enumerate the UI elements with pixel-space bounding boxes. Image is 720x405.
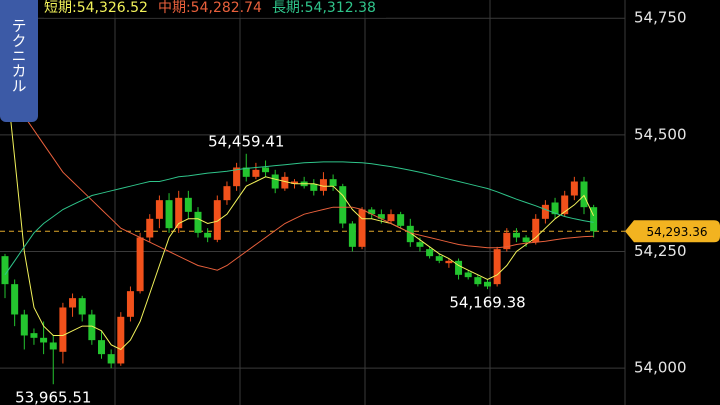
annotation: 53,965.51 [15, 389, 91, 405]
candle-body [233, 167, 241, 187]
side-tab[interactable]: テクニカル [0, 0, 38, 122]
candle-body [464, 272, 472, 278]
candle-body [358, 209, 366, 247]
candle-body [570, 181, 578, 196]
candle-body [165, 200, 173, 229]
vertical-grid [114, 0, 626, 405]
price-tag: 54,293.36 [625, 220, 720, 243]
legend: 短期:54,326.52 中期:54,282.74 長期:54,312.38 [44, 0, 386, 18]
candle-body [242, 167, 250, 177]
candle-body [580, 181, 588, 208]
candle-body [49, 342, 57, 350]
candle-body [107, 354, 115, 364]
candle-body [20, 314, 28, 336]
candle-body [590, 207, 598, 232]
candle-body [445, 260, 453, 264]
price-tag-label: 54,293.36 [646, 225, 707, 239]
candle-body [348, 223, 356, 247]
candle-body [416, 242, 424, 247]
candle-body [281, 176, 289, 189]
y-tick-label: 54,000 [634, 359, 687, 377]
candle-body [406, 225, 414, 243]
candle-body [541, 204, 549, 219]
candle-body [493, 249, 501, 285]
candle-body [397, 214, 405, 226]
candle-body [319, 179, 327, 191]
candle-body [223, 186, 231, 201]
candle-body [561, 195, 569, 215]
candle-body [1, 256, 9, 285]
ma-line [4, 161, 594, 276]
price-tag-shape [625, 220, 720, 243]
candle-body [78, 298, 86, 315]
candle-body [30, 333, 38, 338]
candle-body [512, 232, 520, 238]
candle-body [146, 218, 154, 238]
candle-body [291, 181, 298, 184]
candle-body [474, 277, 482, 285]
y-tick-label: 54,500 [634, 125, 687, 143]
candle-body [339, 186, 347, 224]
candle-body [69, 298, 77, 308]
candle-body [213, 200, 221, 240]
candle-body [271, 174, 279, 189]
candle-body [136, 237, 144, 292]
candle-body [522, 237, 530, 243]
candle-body [155, 200, 163, 219]
candle-body [88, 314, 96, 341]
candle-body [98, 340, 105, 355]
candle-body [484, 281, 491, 287]
ma-line [4, 87, 594, 271]
candle-body [455, 260, 463, 275]
candle-body [204, 232, 212, 238]
candle-body [175, 197, 183, 229]
candle-body [368, 209, 376, 215]
annotation: 54,459.41 [208, 132, 284, 150]
candle-body [503, 232, 511, 250]
candle-body [551, 202, 559, 215]
candle-body [126, 291, 134, 317]
candle-body [11, 284, 19, 315]
candle-body [40, 337, 48, 343]
annotation: 54,169.38 [449, 294, 525, 312]
legend-entry: 中期:54,282.74 [157, 0, 262, 16]
candle-body [252, 169, 260, 177]
legend-entry: 短期:54,326.52 [44, 0, 148, 16]
legend-entry: 長期:54,312.38 [271, 0, 376, 16]
candle-body [262, 167, 270, 173]
candle-body [59, 307, 67, 352]
candle-body [435, 256, 443, 261]
y-tick-label: 54,750 [634, 9, 687, 27]
candle-body [426, 249, 434, 257]
candle-body [377, 214, 385, 219]
candle-body [532, 218, 540, 243]
candle-body [117, 316, 125, 364]
candle-body [310, 183, 318, 191]
ma-line [4, 64, 595, 351]
candle-body [184, 197, 192, 212]
candle-body [194, 211, 202, 233]
candle-body [387, 214, 395, 222]
candle-body [329, 179, 337, 187]
y-tick-label: 54,250 [634, 242, 687, 260]
